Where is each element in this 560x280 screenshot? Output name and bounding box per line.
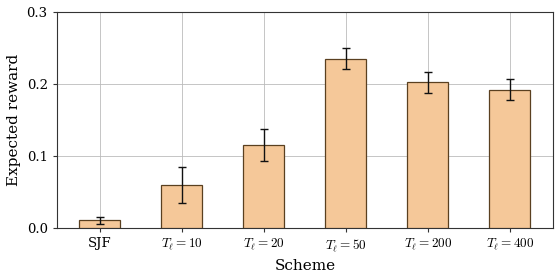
X-axis label: Scheme: Scheme [274, 259, 335, 273]
Bar [243, 145, 284, 228]
Bar [408, 82, 449, 228]
Bar [161, 185, 202, 228]
Y-axis label: Expected reward: Expected reward [7, 54, 21, 186]
Bar [325, 59, 366, 228]
Bar [79, 220, 120, 228]
Bar [489, 90, 530, 228]
